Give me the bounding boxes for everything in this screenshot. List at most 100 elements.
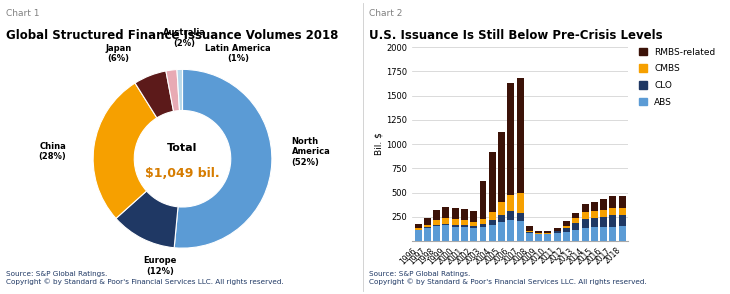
Bar (480, 224, 486, 227)
Bar (433, 225, 440, 226)
Bar (619, 226, 626, 241)
Bar (610, 226, 616, 241)
Bar (452, 219, 458, 225)
Wedge shape (93, 83, 157, 218)
Bar (442, 207, 450, 218)
Legend: RMBS-related, CMBS, CLO, ABS: RMBS-related, CMBS, CLO, ABS (639, 48, 715, 107)
Bar (582, 212, 588, 219)
Bar (563, 228, 570, 232)
Bar (572, 230, 580, 241)
Bar (489, 152, 496, 212)
Bar (526, 225, 533, 231)
Bar (563, 232, 570, 241)
Bar (461, 208, 468, 220)
Wedge shape (116, 191, 178, 248)
Bar (572, 218, 580, 223)
Bar (591, 211, 598, 218)
Bar (415, 228, 421, 230)
Bar (600, 210, 607, 217)
Bar (498, 132, 505, 202)
Text: U.S. Issuance Is Still Below Pre-Crisis Levels: U.S. Issuance Is Still Below Pre-Crisis … (369, 29, 662, 42)
Wedge shape (174, 69, 272, 248)
Bar (415, 224, 421, 228)
Wedge shape (177, 69, 182, 111)
Bar (591, 218, 598, 228)
Bar (610, 196, 616, 208)
Bar (480, 181, 486, 219)
Bar (517, 221, 523, 241)
Bar (461, 220, 468, 225)
Bar (470, 228, 477, 241)
Text: Latin America
(1%): Latin America (1%) (205, 44, 271, 63)
Bar (424, 225, 431, 228)
Bar (600, 199, 607, 210)
Text: Chart 1: Chart 1 (6, 9, 39, 18)
Text: Source: S&P Global Ratings.
Copyright © by Standard & Poor's Financial Services : Source: S&P Global Ratings. Copyright © … (369, 271, 646, 285)
Bar (442, 225, 450, 241)
Bar (480, 227, 486, 241)
Bar (461, 225, 468, 226)
Bar (517, 78, 523, 193)
Bar (461, 226, 468, 241)
Text: Global Structured Finance Issuance Volumes 2018: Global Structured Finance Issuance Volum… (6, 29, 338, 42)
Bar (563, 226, 570, 228)
Bar (563, 221, 570, 226)
Bar (507, 211, 515, 220)
Bar (442, 218, 450, 224)
Text: North
America
(52%): North America (52%) (291, 137, 330, 166)
Bar (415, 230, 421, 241)
Y-axis label: Bil. $: Bil. $ (374, 133, 384, 156)
Bar (452, 226, 458, 241)
Bar (610, 208, 616, 216)
Bar (554, 233, 561, 241)
Bar (545, 234, 551, 241)
Bar (507, 195, 515, 211)
Bar (433, 226, 440, 241)
Bar (489, 212, 496, 220)
Bar (554, 230, 561, 231)
Bar (498, 202, 505, 216)
Text: Chart 2: Chart 2 (369, 9, 402, 18)
Bar (619, 215, 626, 226)
Bar (433, 210, 440, 220)
Bar (498, 216, 505, 222)
Bar (498, 222, 505, 241)
Bar (535, 234, 542, 241)
Bar (489, 220, 496, 225)
Bar (582, 219, 588, 228)
Bar (424, 228, 431, 241)
Bar (470, 226, 477, 228)
Bar (517, 193, 523, 213)
Text: Japan
(6%): Japan (6%) (105, 44, 131, 63)
Bar (591, 228, 598, 241)
Bar (582, 204, 588, 212)
Bar (452, 208, 458, 219)
Bar (582, 228, 588, 241)
Bar (489, 225, 496, 241)
Bar (526, 231, 533, 232)
Bar (554, 228, 561, 230)
Text: China
(28%): China (28%) (39, 142, 66, 161)
Bar (526, 233, 533, 241)
Bar (470, 222, 477, 226)
Bar (572, 223, 580, 230)
Bar (619, 208, 626, 215)
Bar (424, 218, 431, 225)
Bar (610, 216, 616, 226)
Bar (554, 231, 561, 233)
Text: Source: S&P Global Ratings.
Copyright © by Standard & Poor's Financial Services : Source: S&P Global Ratings. Copyright © … (6, 271, 283, 285)
Bar (572, 213, 580, 218)
Bar (442, 224, 450, 225)
Bar (470, 211, 477, 222)
Text: Europe
(12%): Europe (12%) (144, 256, 177, 276)
Text: Total: Total (167, 143, 198, 153)
Wedge shape (166, 70, 180, 111)
Bar (526, 232, 533, 233)
Bar (600, 227, 607, 241)
Bar (545, 230, 551, 233)
Bar (507, 83, 515, 195)
Bar (619, 196, 626, 208)
Bar (507, 220, 515, 241)
Bar (452, 225, 458, 226)
Bar (480, 219, 486, 224)
